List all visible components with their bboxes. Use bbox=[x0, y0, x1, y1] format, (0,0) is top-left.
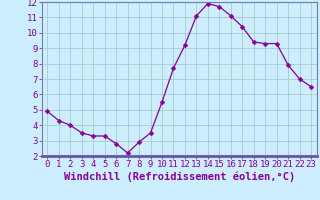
X-axis label: Windchill (Refroidissement éolien,°C): Windchill (Refroidissement éolien,°C) bbox=[64, 172, 295, 182]
